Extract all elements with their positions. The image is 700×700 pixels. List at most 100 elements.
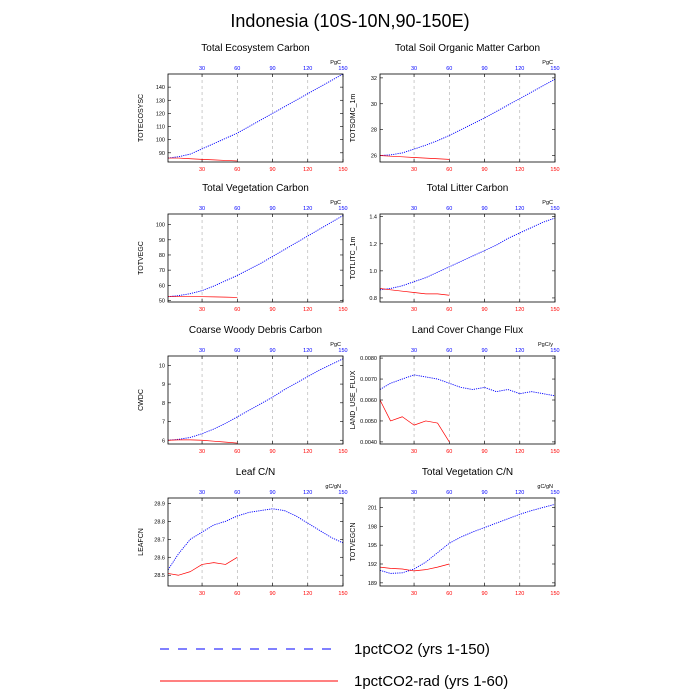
x-tick-label-bottom: 30 (199, 449, 205, 455)
x-tick-label-bottom: 90 (269, 449, 275, 455)
y-tick-label: 192 (368, 562, 377, 568)
plot-frame (167, 213, 344, 303)
x-tick-label-bottom: 30 (411, 449, 417, 455)
plot-frame (379, 355, 556, 445)
x-tick-label-bottom: 150 (550, 307, 559, 313)
panel-coarse-woody-debris-carbon: Coarse Woody Debris Carbon PgC CWDC 30 30 60 6… (138, 325, 348, 455)
y-tick-label: 8 (162, 401, 165, 407)
y-tick-label: 90 (159, 151, 165, 157)
x-tick-label-bottom: 120 (303, 591, 312, 597)
x-tick-label-top: 90 (269, 490, 275, 496)
x-tick-label-top: 60 (446, 490, 452, 496)
main-title: Indonesia (10S-10N,90-150E) (230, 11, 469, 31)
x-tick-label-top: 60 (446, 348, 452, 354)
x-tick-label-top: 120 (515, 206, 524, 212)
panel-total-ecosystem-carbon: Total Ecosystem Carbon PgC TOTECOSYSC 30 30 6… (138, 43, 348, 173)
x-tick-label-bottom: 60 (234, 591, 240, 597)
x-tick-label-top: 150 (550, 348, 559, 354)
x-tick-label-bottom: 60 (234, 307, 240, 313)
y-tick-label: 0.0080 (360, 356, 377, 362)
panel-title: Total Litter Carbon (427, 183, 509, 194)
series-line-1pctco2 (167, 358, 344, 441)
y-tick-label: 110 (156, 125, 165, 131)
panel-title: Leaf C/N (236, 467, 275, 478)
y-axis-label: LEAFCN (138, 528, 145, 556)
x-tick-label-bottom: 60 (234, 449, 240, 455)
x-tick-label-bottom: 150 (550, 167, 559, 173)
panel-total-vegetation-c-n: Total Vegetation C/N gC/gN TOTVEGCN 30 30 60 6… (350, 467, 560, 597)
y-axis-label: TOTSOMC_1m (350, 94, 357, 143)
panel-title: Total Vegetation C/N (422, 467, 513, 478)
y-tick-label: 1.0 (369, 269, 377, 275)
x-tick-label-top: 60 (234, 348, 240, 354)
units-label: PgC (330, 200, 341, 206)
x-tick-label-bottom: 150 (338, 449, 347, 455)
series-line-1pctco2-rad (167, 439, 238, 444)
x-tick-label-top: 150 (338, 490, 347, 496)
x-tick-label-top: 30 (199, 490, 205, 496)
y-tick-label: 6 (162, 438, 165, 444)
x-tick-label-top: 30 (199, 348, 205, 354)
x-tick-label-bottom: 120 (303, 307, 312, 313)
x-tick-label-top: 150 (550, 66, 559, 72)
x-tick-label-top: 150 (338, 348, 347, 354)
x-tick-label-bottom: 30 (199, 307, 205, 313)
y-tick-label: 90 (159, 238, 165, 244)
x-tick-label-bottom: 150 (550, 591, 559, 597)
x-tick-label-top: 90 (481, 348, 487, 354)
y-tick-label: 0.0040 (360, 440, 377, 446)
y-tick-label: 130 (156, 98, 165, 104)
series-line-1pctco2-rad (167, 556, 238, 576)
y-tick-label: 0.0070 (360, 377, 377, 383)
y-tick-label: 28.5 (154, 573, 165, 579)
units-label: PgC (330, 60, 341, 66)
x-tick-label-bottom: 30 (199, 591, 205, 597)
series-line-1pctco2 (379, 78, 556, 156)
panel-land-cover-change-flux: Land Cover Change Flux PgC/y LAND_USE_FLUX… (350, 325, 560, 455)
x-tick-label-top: 120 (303, 348, 312, 354)
series-line-1pctco2-rad (379, 155, 450, 160)
series-line-1pctco2 (167, 73, 344, 159)
x-tick-label-bottom: 30 (411, 591, 417, 597)
x-tick-label-bottom: 120 (303, 167, 312, 173)
panel-total-litter-carbon: Total Litter Carbon PgC TOTLITC_1m 30 30 60 60… (350, 183, 560, 313)
y-tick-label: 201 (368, 505, 377, 511)
series-line-1pctco2-rad (167, 296, 238, 298)
x-tick-label-top: 150 (338, 206, 347, 212)
x-tick-label-bottom: 90 (481, 307, 487, 313)
y-tick-label: 1.4 (369, 215, 377, 221)
x-tick-label-top: 90 (481, 66, 487, 72)
x-tick-label-top: 30 (411, 66, 417, 72)
x-tick-label-top: 150 (338, 66, 347, 72)
x-tick-label-top: 30 (411, 348, 417, 354)
y-axis-label: TOTLITC_1m (350, 237, 357, 280)
x-tick-label-bottom: 150 (550, 449, 559, 455)
x-tick-label-top: 30 (411, 490, 417, 496)
x-tick-label-bottom: 90 (269, 167, 275, 173)
y-tick-label: 0.0050 (360, 419, 377, 425)
y-tick-label: 120 (156, 111, 165, 117)
x-tick-label-bottom: 150 (338, 167, 347, 173)
y-axis-label: LAND_USE_FLUX (350, 370, 357, 429)
x-tick-label-bottom: 120 (515, 591, 524, 597)
x-tick-label-top: 150 (550, 490, 559, 496)
x-tick-label-top: 120 (515, 348, 524, 354)
units-label: gC/gN (325, 484, 341, 490)
y-axis-label: TOTVEGC (138, 241, 145, 275)
plot-frame (379, 213, 556, 303)
x-tick-label-bottom: 60 (446, 591, 452, 597)
x-tick-label-top: 60 (234, 66, 240, 72)
x-tick-label-bottom: 90 (269, 591, 275, 597)
y-tick-label: 28.8 (154, 519, 165, 525)
x-tick-label-bottom: 150 (338, 591, 347, 597)
y-tick-label: 26 (371, 154, 377, 160)
x-tick-label-bottom: 60 (234, 167, 240, 173)
panel-total-vegetation-carbon: Total Vegetation Carbon PgC TOTVEGC 30 30 60 6… (138, 183, 348, 313)
panel-leaf-c-n: Leaf C/N gC/gN LEAFCN 30 30 60 60 90 90 120 120 150… (138, 467, 348, 597)
legend-label-1pctco2-rad: 1pctCO2-rad (yrs 1-60) (354, 673, 508, 690)
y-tick-label: 60 (159, 283, 165, 289)
series-line-1pctco2-rad (168, 157, 238, 162)
x-tick-label-top: 120 (303, 66, 312, 72)
x-tick-label-top: 120 (515, 66, 524, 72)
